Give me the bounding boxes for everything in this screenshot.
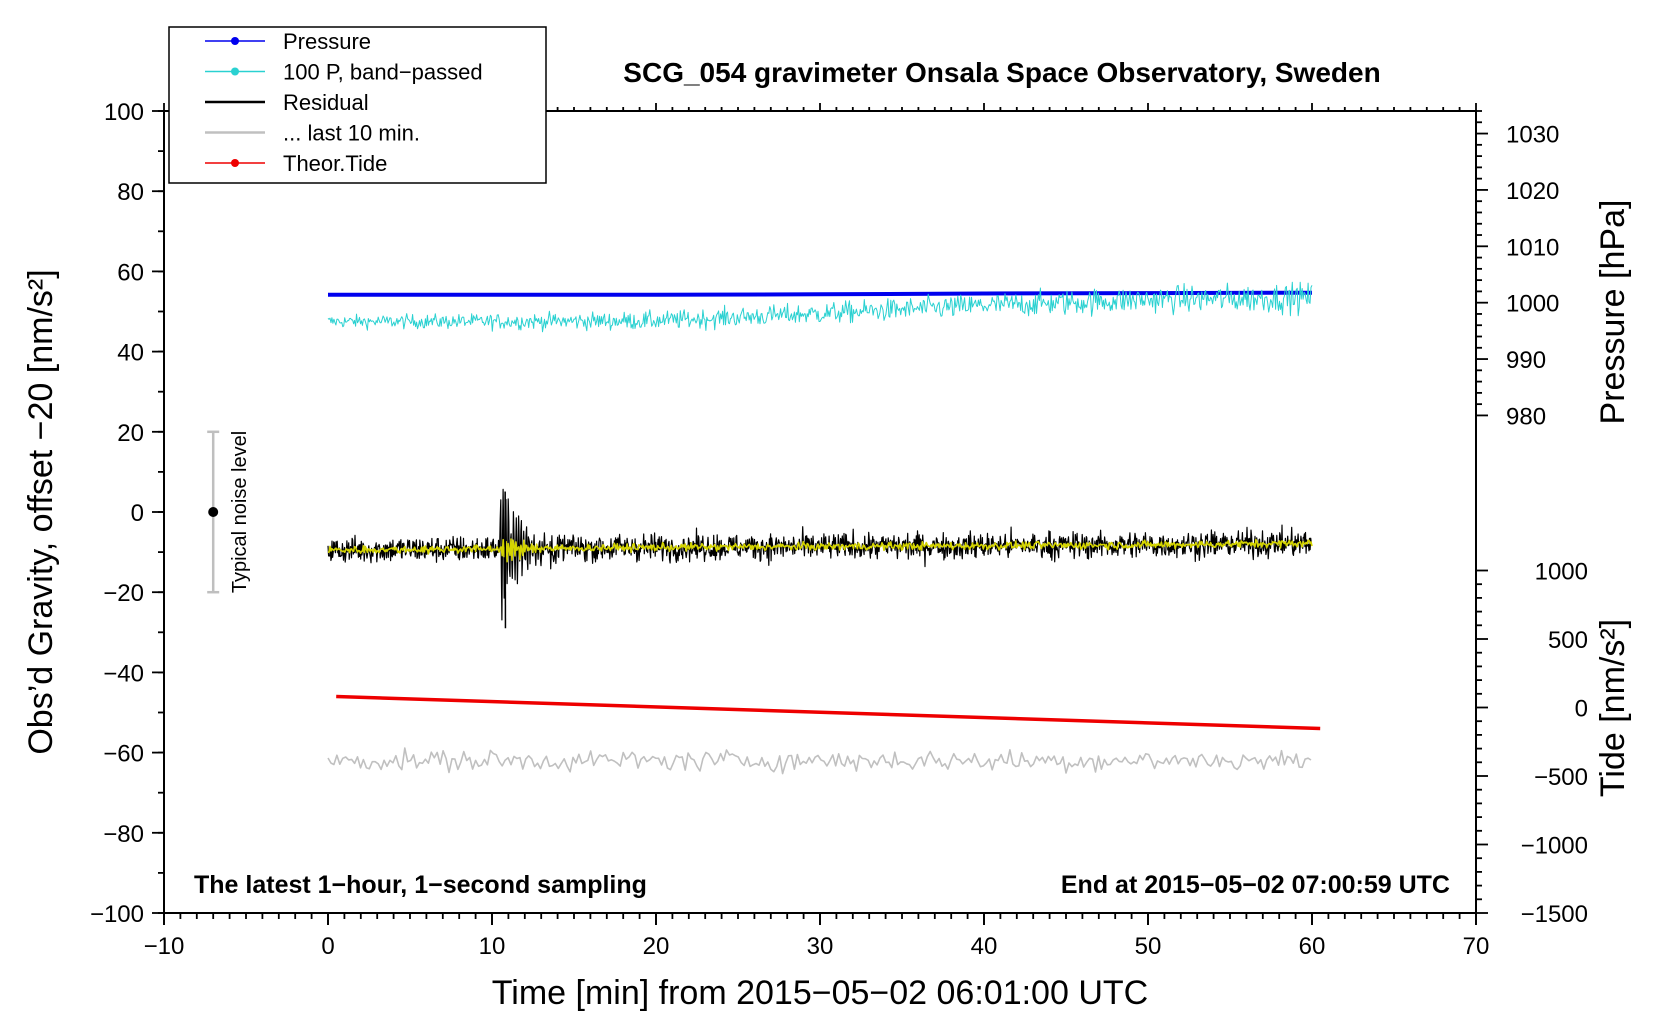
legend-box xyxy=(168,26,547,184)
y-tick-label-7: 40 xyxy=(117,340,144,367)
x-tick-label-2: 10 xyxy=(479,933,506,960)
series-last-10-min xyxy=(327,747,1312,775)
noise-bar-label: Typical noise level xyxy=(229,431,251,593)
tide-axis-title: Tide [nm/s²] xyxy=(1594,619,1632,797)
pressure-tick-label-3: 1010 xyxy=(1506,234,1559,261)
legend-entry-last-10-min: ... last 10 min. xyxy=(205,121,420,146)
x-tick-label-5: 40 xyxy=(971,933,998,960)
tide-tick-label-4: 500 xyxy=(1548,627,1588,654)
series-theor-tide xyxy=(336,694,1321,731)
x-tick-label-3: 20 xyxy=(643,933,670,960)
annotation-sampling-note: The latest 1−hour, 1−second sampling xyxy=(194,871,647,899)
annotation-end-time: End at 2015−05−02 07:00:59 UTC xyxy=(1061,871,1450,899)
x-tick-label-1: 0 xyxy=(321,933,334,960)
x-tick-label-7: 60 xyxy=(1299,933,1326,960)
pressure-axis-title: Pressure [hPa] xyxy=(1594,200,1632,425)
y-axis-title: Obs’d Gravity, offset −20 [nm/s²] xyxy=(22,269,60,754)
pressure-tick-label-1: 990 xyxy=(1506,347,1546,374)
legend-label-bandpassed: 100 P, band−passed xyxy=(283,60,483,85)
legend-entry-residual: Residual xyxy=(205,90,369,115)
y-tick-label-1: −80 xyxy=(103,821,144,848)
legend: Pressure 100 P, band−passed Residual ...… xyxy=(168,26,547,184)
pressure-tick-label-5: 1030 xyxy=(1506,122,1559,149)
x-tick-label-8: 70 xyxy=(1463,933,1490,960)
series-100-p-band-passed xyxy=(327,281,1313,333)
legend-entry-theor-tide: Theor.Tide xyxy=(205,151,387,176)
noise-bar-center-dot xyxy=(208,507,219,517)
legend-label-last-10-min: ... last 10 min. xyxy=(283,121,420,146)
x-axis-title: Time [min] from 2015−05−02 06:01:00 UTC xyxy=(492,974,1148,1012)
y-tick-label-8: 60 xyxy=(117,259,144,286)
pressure-tick-label-0: 980 xyxy=(1506,403,1546,430)
y-tick-label-6: 20 xyxy=(117,420,144,447)
legend-entry-bandpassed: 100 P, band−passed xyxy=(205,60,483,85)
legend-marker-bandpassed xyxy=(231,67,239,76)
legend-label-pressure: Pressure xyxy=(283,29,371,54)
pressure-tick-label-2: 1000 xyxy=(1506,291,1559,318)
legend-marker-theor-tide xyxy=(231,159,239,167)
tide-tick-label-5: 1000 xyxy=(1535,559,1588,586)
legend-label-residual: Residual xyxy=(283,90,369,115)
y-tick-label-3: −40 xyxy=(103,660,144,687)
y-tick-label-5: 0 xyxy=(131,500,144,527)
chart-title: SCG_054 gravimeter Onsala Space Observat… xyxy=(623,57,1380,88)
series-pressure xyxy=(328,290,1313,297)
axis-layer: −10 0 10 20 30 40 50 60 70−100−80−60−40−20020406… xyxy=(90,99,1588,960)
y-tick-label-4: −20 xyxy=(103,580,144,607)
tide-tick-label-0: −1500 xyxy=(1521,901,1588,928)
y-tick-label-0: −100 xyxy=(90,901,144,928)
series-residual-smoothed xyxy=(327,538,1313,563)
legend-entry-pressure: Pressure xyxy=(205,29,371,54)
noise-level-indicator: Typical noise level xyxy=(207,430,251,594)
x-tick-label-0: −10 xyxy=(144,933,185,960)
y-tick-label-9: 80 xyxy=(117,179,144,206)
x-tick-label-4: 30 xyxy=(807,933,834,960)
tide-tick-label-2: −500 xyxy=(1534,764,1588,791)
tide-tick-label-3: 0 xyxy=(1575,696,1588,723)
legend-marker-pressure xyxy=(231,37,239,45)
x-tick-label-6: 50 xyxy=(1135,933,1162,960)
y-tick-label-2: −60 xyxy=(103,741,144,768)
series-layer xyxy=(327,281,1321,775)
y-tick-label-10: 100 xyxy=(104,99,144,126)
legend-label-theor-tide: Theor.Tide xyxy=(283,151,387,176)
pressure-tick-label-4: 1020 xyxy=(1506,178,1559,205)
tide-tick-label-1: −1000 xyxy=(1521,833,1588,860)
